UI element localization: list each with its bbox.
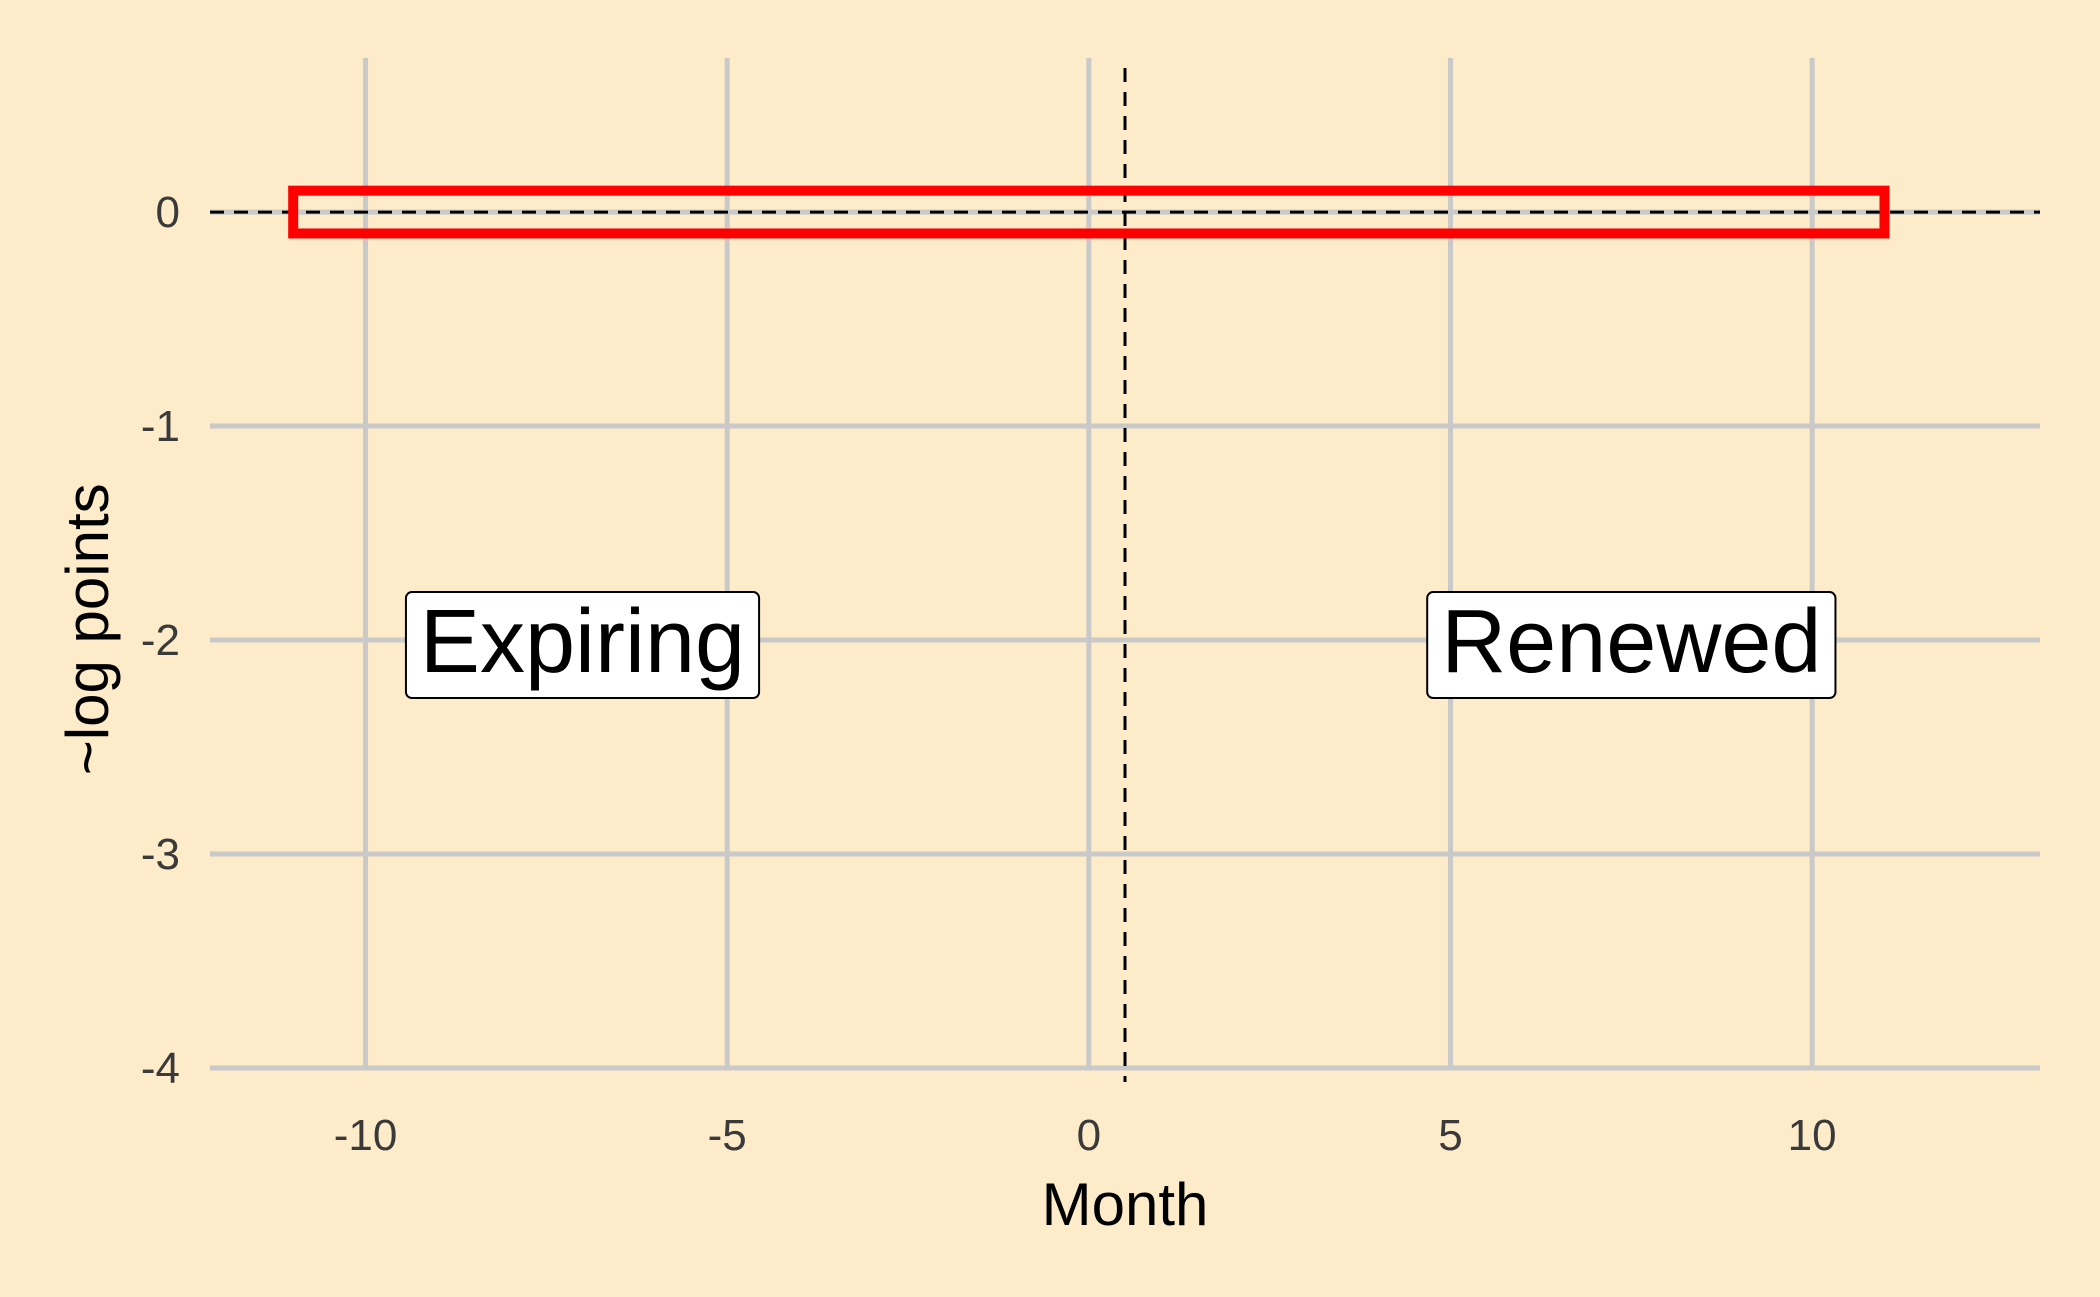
y-tick-label: 0	[156, 188, 180, 237]
y-tick-label: -1	[141, 402, 180, 451]
x-axis-title: Month	[1042, 1171, 1209, 1238]
annotation-label: Renewed	[1426, 591, 1837, 700]
highlight-layer	[288, 185, 1890, 239]
x-tick-label: -10	[334, 1111, 398, 1160]
annotation-box	[404, 591, 761, 700]
x-tick-label: 5	[1438, 1111, 1462, 1160]
annotation-text: Renewed	[1441, 592, 1821, 692]
tick-labels: -10 -5 0 5 10 0 -1 -2 -3 -4	[141, 188, 1837, 1160]
y-axis-title: ~log points	[54, 483, 121, 775]
x-tick-label: 10	[1788, 1111, 1837, 1160]
annotation-box	[1426, 591, 1837, 700]
annotation-label: Expiring	[404, 591, 761, 700]
highlight-box	[288, 185, 1890, 239]
annotations: Expiring Renewed	[404, 591, 1837, 700]
x-tick-label: 0	[1077, 1111, 1101, 1160]
y-tick-label: -3	[141, 830, 180, 879]
annotation-text: Expiring	[420, 592, 745, 692]
reference-lines	[210, 68, 2040, 1082]
x-tick-label: -5	[708, 1111, 747, 1160]
y-tick-label: -2	[141, 616, 180, 665]
y-tick-label: -4	[141, 1044, 180, 1093]
